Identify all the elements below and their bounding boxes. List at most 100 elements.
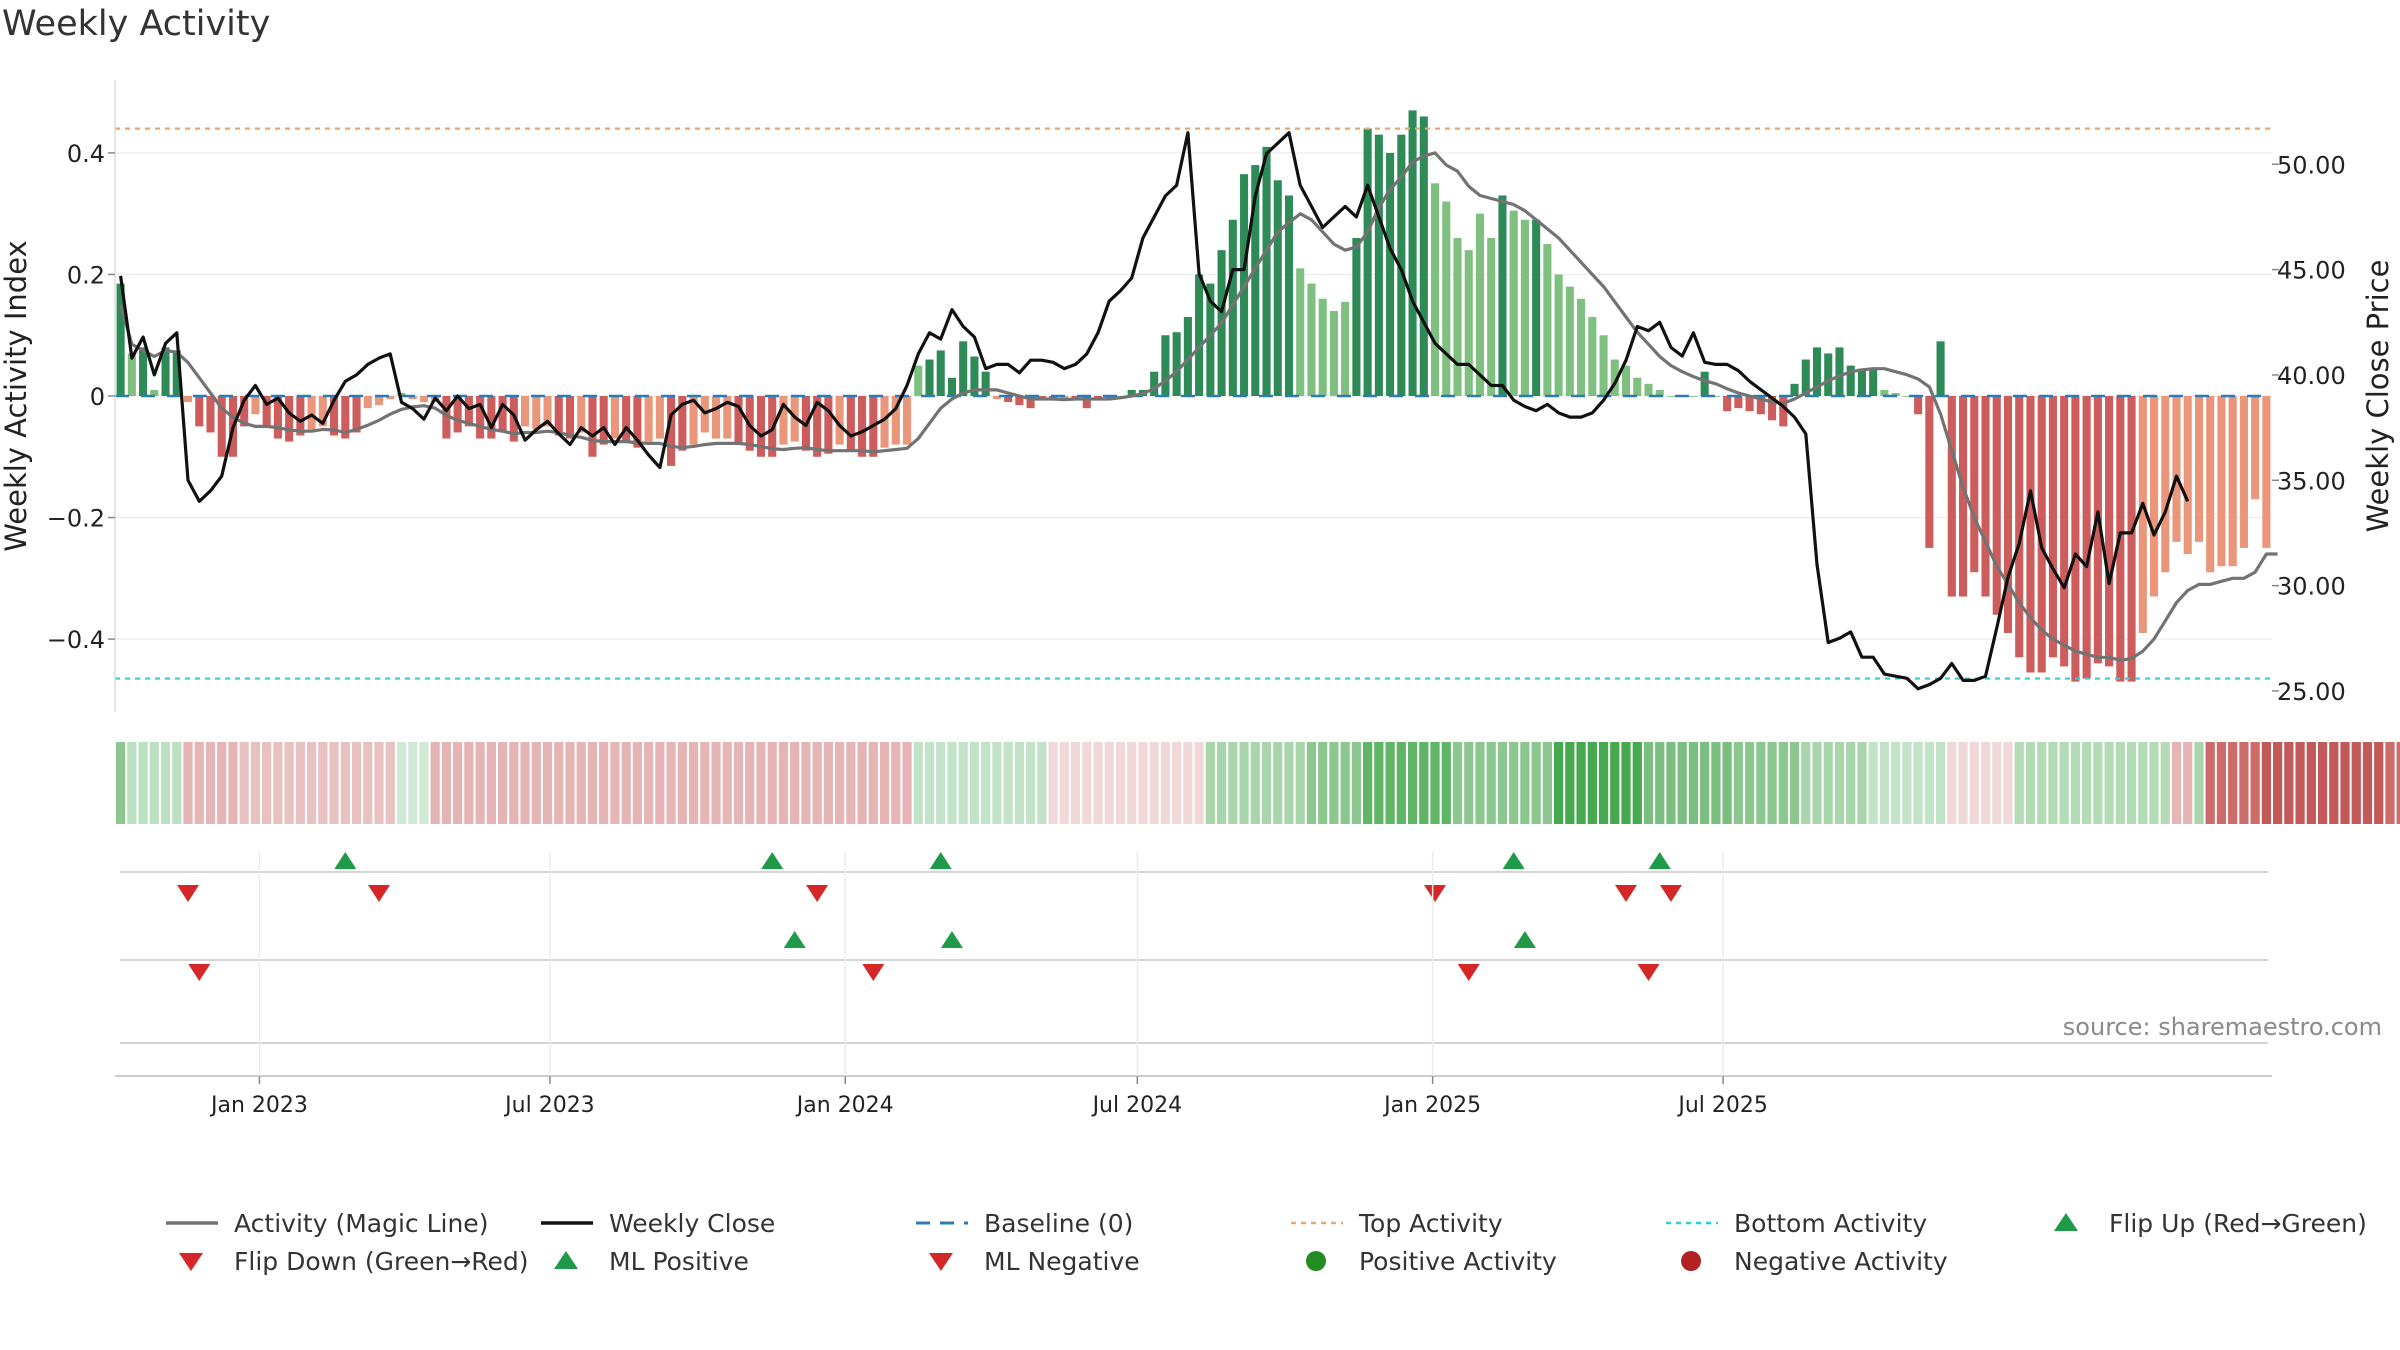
activity-bar [1273, 180, 1282, 396]
legend-item-flip-up: Flip Up (Red→Green) [2035, 1205, 2367, 1241]
activity-bar [947, 377, 957, 396]
trend-strip-cell [1722, 742, 1732, 824]
trend-strip-cell [1160, 742, 1171, 824]
trend-strip-cell [1509, 742, 1519, 824]
activity-bar [1262, 146, 1271, 396]
activity-bar [127, 353, 136, 396]
trend-strip-cell [2261, 742, 2271, 824]
trend-strip-cell [1621, 742, 1631, 824]
trend-strip-cell [2351, 742, 2361, 824]
activity-bar [655, 396, 664, 439]
activity-bar [1925, 396, 1934, 548]
source-label: source: sharemaestro.com [2062, 1013, 2382, 1041]
trend-strip-cell [1969, 742, 1979, 824]
trend-strip-cell [621, 742, 631, 824]
trend-strip-cell [2115, 742, 2125, 824]
activity-bar [678, 396, 687, 451]
trend-strip-cell [486, 742, 496, 824]
activity-bar [2161, 396, 2170, 573]
activity-bar [565, 396, 575, 439]
y2-tick-label: 45.00 [2277, 257, 2346, 285]
activity-bar [172, 350, 181, 396]
activity-bar [2037, 396, 2046, 673]
trend-strip-cell [2126, 742, 2137, 824]
trend-strip-cell [2340, 742, 2350, 824]
trend-strip-cell [1980, 742, 1991, 824]
trend-strip-cell [1205, 742, 1215, 824]
activity-bar [476, 396, 485, 439]
activity-bar [2105, 396, 2114, 667]
activity-bar [139, 347, 148, 396]
activity-bar [1880, 389, 1889, 396]
trend-strip-cell [1542, 742, 1552, 824]
trend-strip-cell [1598, 742, 1609, 824]
activity-bar [150, 389, 159, 396]
trend-strip-cell [149, 742, 159, 824]
activity-bar [2194, 396, 2204, 542]
y-tick-label: 0.4 [67, 140, 105, 168]
trend-strip-cell [2205, 742, 2215, 824]
activity-bar [1824, 353, 1833, 396]
legend-item-positive-activity: Positive Activity [1285, 1243, 1557, 1279]
activity-bar [318, 396, 327, 427]
flip-down-marker [806, 885, 829, 902]
legend-symbol-magic-line [166, 1221, 218, 1225]
trend-strip-cell [1475, 742, 1485, 824]
trend-strip-cell [891, 742, 901, 824]
activity-bar [1857, 368, 1866, 396]
trend-strip-cell [2149, 742, 2159, 824]
trend-strip-cell [1486, 742, 1496, 824]
activity-bar [1633, 377, 1642, 396]
trend-strip-cell [1295, 742, 1305, 824]
trend-strip-cell [587, 742, 598, 824]
trend-strip-cell [295, 742, 305, 824]
activity-bar [622, 396, 631, 442]
trend-strip-cell [1127, 742, 1137, 824]
trend-strip-cell [576, 742, 586, 824]
activity-bar [2228, 396, 2237, 567]
trend-strip-cell [1576, 742, 1586, 824]
activity-bar [1498, 195, 1507, 396]
trend-strip-cell [1250, 742, 1260, 824]
trend-strip-cell [868, 742, 878, 824]
activity-bar [1621, 365, 1631, 396]
trend-strip-cell [733, 742, 744, 824]
activity-bar [1509, 210, 1518, 396]
activity-bar [599, 396, 608, 445]
trend-strip-cell [1273, 742, 1283, 824]
activity-bar [1015, 396, 1024, 406]
trend-strip-cell [1677, 742, 1687, 824]
legend-item-weekly-close: Weekly Close [535, 1205, 775, 1241]
reference-lines [115, 127, 2272, 680]
ml-positive-marker [1513, 931, 1536, 948]
legend-item-bottom-activity: Bottom Activity [1660, 1205, 1927, 1241]
activity-bar [1835, 347, 1844, 396]
activity-bar [1386, 152, 1395, 396]
trend-strip-cell [363, 742, 373, 824]
legend: Activity (Magic Line) Weekly Close Basel… [160, 1205, 2400, 1285]
activity-bar [1891, 392, 1900, 396]
ml-negative-marker [188, 964, 211, 981]
legend-label-bottom-activity: Bottom Activity [1734, 1208, 1928, 1238]
x-tick-label: Jan 2025 [1382, 1093, 1481, 1118]
activity-bar [756, 396, 766, 457]
trend-strip-cell [2104, 742, 2114, 824]
activity-bar [880, 396, 889, 448]
trend-strip-cell [194, 742, 204, 824]
legend-label-baseline: Baseline (0) [984, 1208, 1134, 1238]
flip-down-marker [1659, 885, 1682, 902]
trend-strip-cell [116, 742, 126, 824]
activity-bar [1745, 396, 1754, 412]
activity-bar [1689, 396, 1698, 397]
trend-strip-cell [475, 742, 485, 824]
activity-bar [116, 283, 125, 396]
legend-label-weekly-close: Weekly Close [609, 1208, 776, 1238]
activity-bar [464, 396, 473, 427]
activity-bar [1846, 365, 1855, 396]
trend-strip-cell [172, 742, 182, 824]
trend-strip-cell [497, 742, 508, 824]
activity-bar [2093, 396, 2102, 664]
activity-bar [925, 359, 934, 396]
trend-strip-cell [531, 742, 541, 824]
activity-bar [1936, 341, 1945, 396]
